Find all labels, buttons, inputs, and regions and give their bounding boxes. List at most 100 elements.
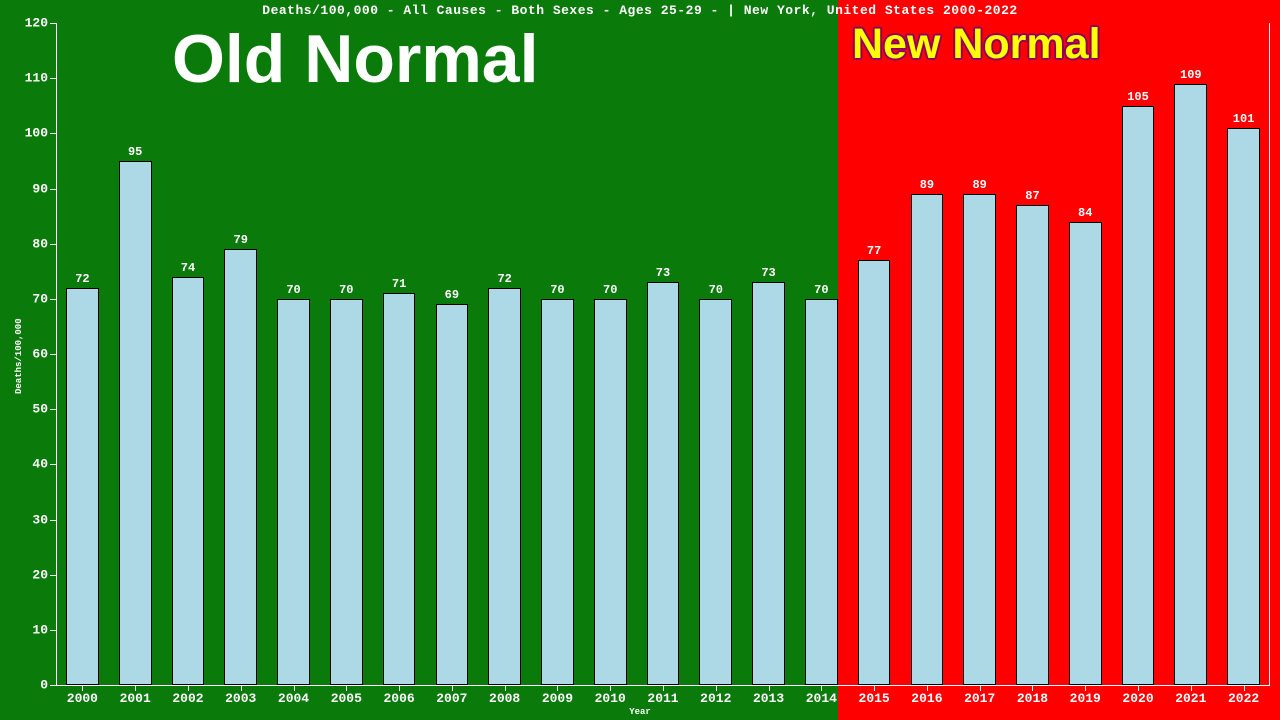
y-tick-label: 50 [8,402,48,417]
y-tick-label: 20 [8,567,48,582]
bar-value-label: 70 [339,283,353,297]
bar [647,282,680,685]
overlay-old-normal: Old Normal [172,20,539,98]
y-tick-label: 70 [8,291,48,306]
bar-value-label: 70 [603,283,617,297]
bar-value-label: 89 [972,178,986,192]
x-tick-label: 2010 [595,691,626,706]
x-tick-label: 2000 [67,691,98,706]
x-tick-label: 2019 [1070,691,1101,706]
x-tick-label: 2018 [1017,691,1048,706]
bar-value-label: 74 [181,261,195,275]
bar [699,299,732,685]
y-tick-mark [50,685,56,686]
x-tick-label: 2009 [542,691,573,706]
bar [963,194,996,685]
y-tick-label: 100 [8,126,48,141]
y-tick-label: 80 [8,236,48,251]
bar [436,304,469,685]
bar-value-label: 71 [392,277,406,291]
bar-value-label: 101 [1233,112,1255,126]
y-tick-mark [50,244,56,245]
bar-value-label: 70 [709,283,723,297]
bar-value-label: 105 [1127,90,1149,104]
bar [383,293,416,685]
bar-value-label: 109 [1180,68,1202,82]
x-tick-label: 2012 [700,691,731,706]
bar [66,288,99,685]
y-tick-mark [50,520,56,521]
bar [172,277,205,685]
y-tick-mark [50,575,56,576]
y-tick-mark [50,78,56,79]
x-tick-label: 2017 [964,691,995,706]
bar [1069,222,1102,685]
bar-value-label: 72 [497,272,511,286]
x-tick-label: 2005 [331,691,362,706]
y-tick-label: 0 [8,678,48,693]
y-tick-label: 10 [8,622,48,637]
bar [1227,128,1260,685]
bar [594,299,627,685]
y-tick-mark [50,299,56,300]
bar-value-label: 79 [234,233,248,247]
bar-value-label: 77 [867,244,881,258]
y-tick-mark [50,133,56,134]
x-tick-label: 2006 [383,691,414,706]
x-tick-label: 2013 [753,691,784,706]
bar-value-label: 84 [1078,206,1092,220]
x-tick-label: 2007 [436,691,467,706]
y-tick-mark [50,23,56,24]
bar [752,282,785,685]
y-tick-mark [50,189,56,190]
bar-value-label: 73 [656,266,670,280]
bar [541,299,574,685]
bar [224,249,257,685]
y-tick-mark [50,354,56,355]
bar [488,288,521,685]
x-tick-label: 2015 [859,691,890,706]
bar-value-label: 89 [920,178,934,192]
x-tick-label: 2014 [806,691,837,706]
y-tick-mark [50,409,56,410]
chart-root: Deaths/100,000 - All Causes - Both Sexes… [0,0,1280,720]
x-tick-label: 2008 [489,691,520,706]
bar-value-label: 70 [550,283,564,297]
y-tick-mark [50,464,56,465]
x-axis-title: Year [0,707,1280,717]
background-right [838,0,1280,720]
bar-value-label: 95 [128,145,142,159]
x-tick-label: 2002 [172,691,203,706]
chart-title: Deaths/100,000 - All Causes - Both Sexes… [0,3,1280,18]
y-axis-title: Deaths/100,000 [14,318,24,394]
y-tick-label: 30 [8,512,48,527]
overlay-new-normal: New Normal [852,20,1101,69]
bar [911,194,944,685]
bar-value-label: 72 [75,272,89,286]
bar-value-label: 69 [445,288,459,302]
bar-value-label: 70 [286,283,300,297]
y-axis-right-line [1269,23,1270,685]
bar [805,299,838,685]
bar [1122,106,1155,685]
y-tick-label: 90 [8,181,48,196]
bar [277,299,310,685]
bar-value-label: 70 [814,283,828,297]
x-tick-label: 2004 [278,691,309,706]
y-tick-mark [50,630,56,631]
y-tick-label: 110 [8,71,48,86]
x-tick-label: 2001 [120,691,151,706]
bar-value-label: 73 [761,266,775,280]
x-tick-label: 2011 [647,691,678,706]
x-tick-label: 2003 [225,691,256,706]
x-tick-label: 2020 [1122,691,1153,706]
y-tick-label: 40 [8,457,48,472]
bar [1174,84,1207,685]
bar [330,299,363,685]
y-tick-label: 120 [8,16,48,31]
bar [119,161,152,685]
x-tick-label: 2016 [911,691,942,706]
bar [1016,205,1049,685]
bar-value-label: 87 [1025,189,1039,203]
x-tick-label: 2022 [1228,691,1259,706]
